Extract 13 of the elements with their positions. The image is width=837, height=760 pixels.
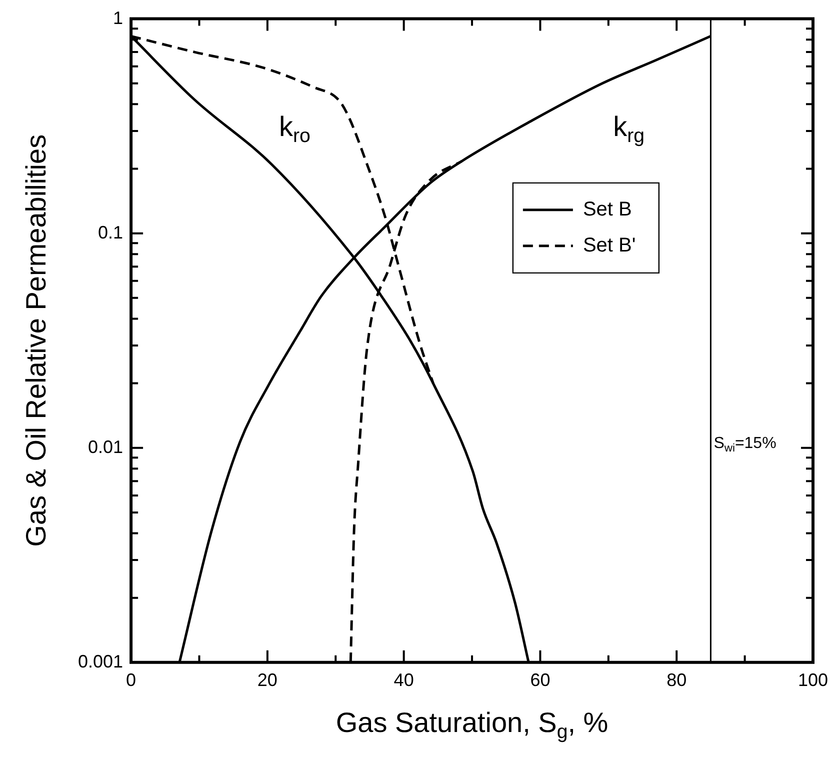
legend-label: Set B — [582, 198, 632, 220]
x-tick-label: 0 — [126, 670, 136, 690]
x-tick-label: 60 — [530, 670, 550, 690]
x-tick-label: 100 — [798, 670, 828, 690]
y-tick-label: 0.01 — [88, 436, 124, 457]
x-tick-label: 20 — [257, 670, 278, 690]
x-tick-label: 80 — [666, 670, 687, 690]
y-tick-label: 0.001 — [78, 651, 124, 672]
y-axis-title: Gas & Oil Relative Permeabilities — [20, 134, 52, 547]
y-tick-label: 0.1 — [98, 222, 124, 242]
y-tick-label: 1 — [113, 8, 124, 28]
x-tick-label: 40 — [394, 670, 414, 690]
legend-label: Set B' — [582, 234, 636, 256]
